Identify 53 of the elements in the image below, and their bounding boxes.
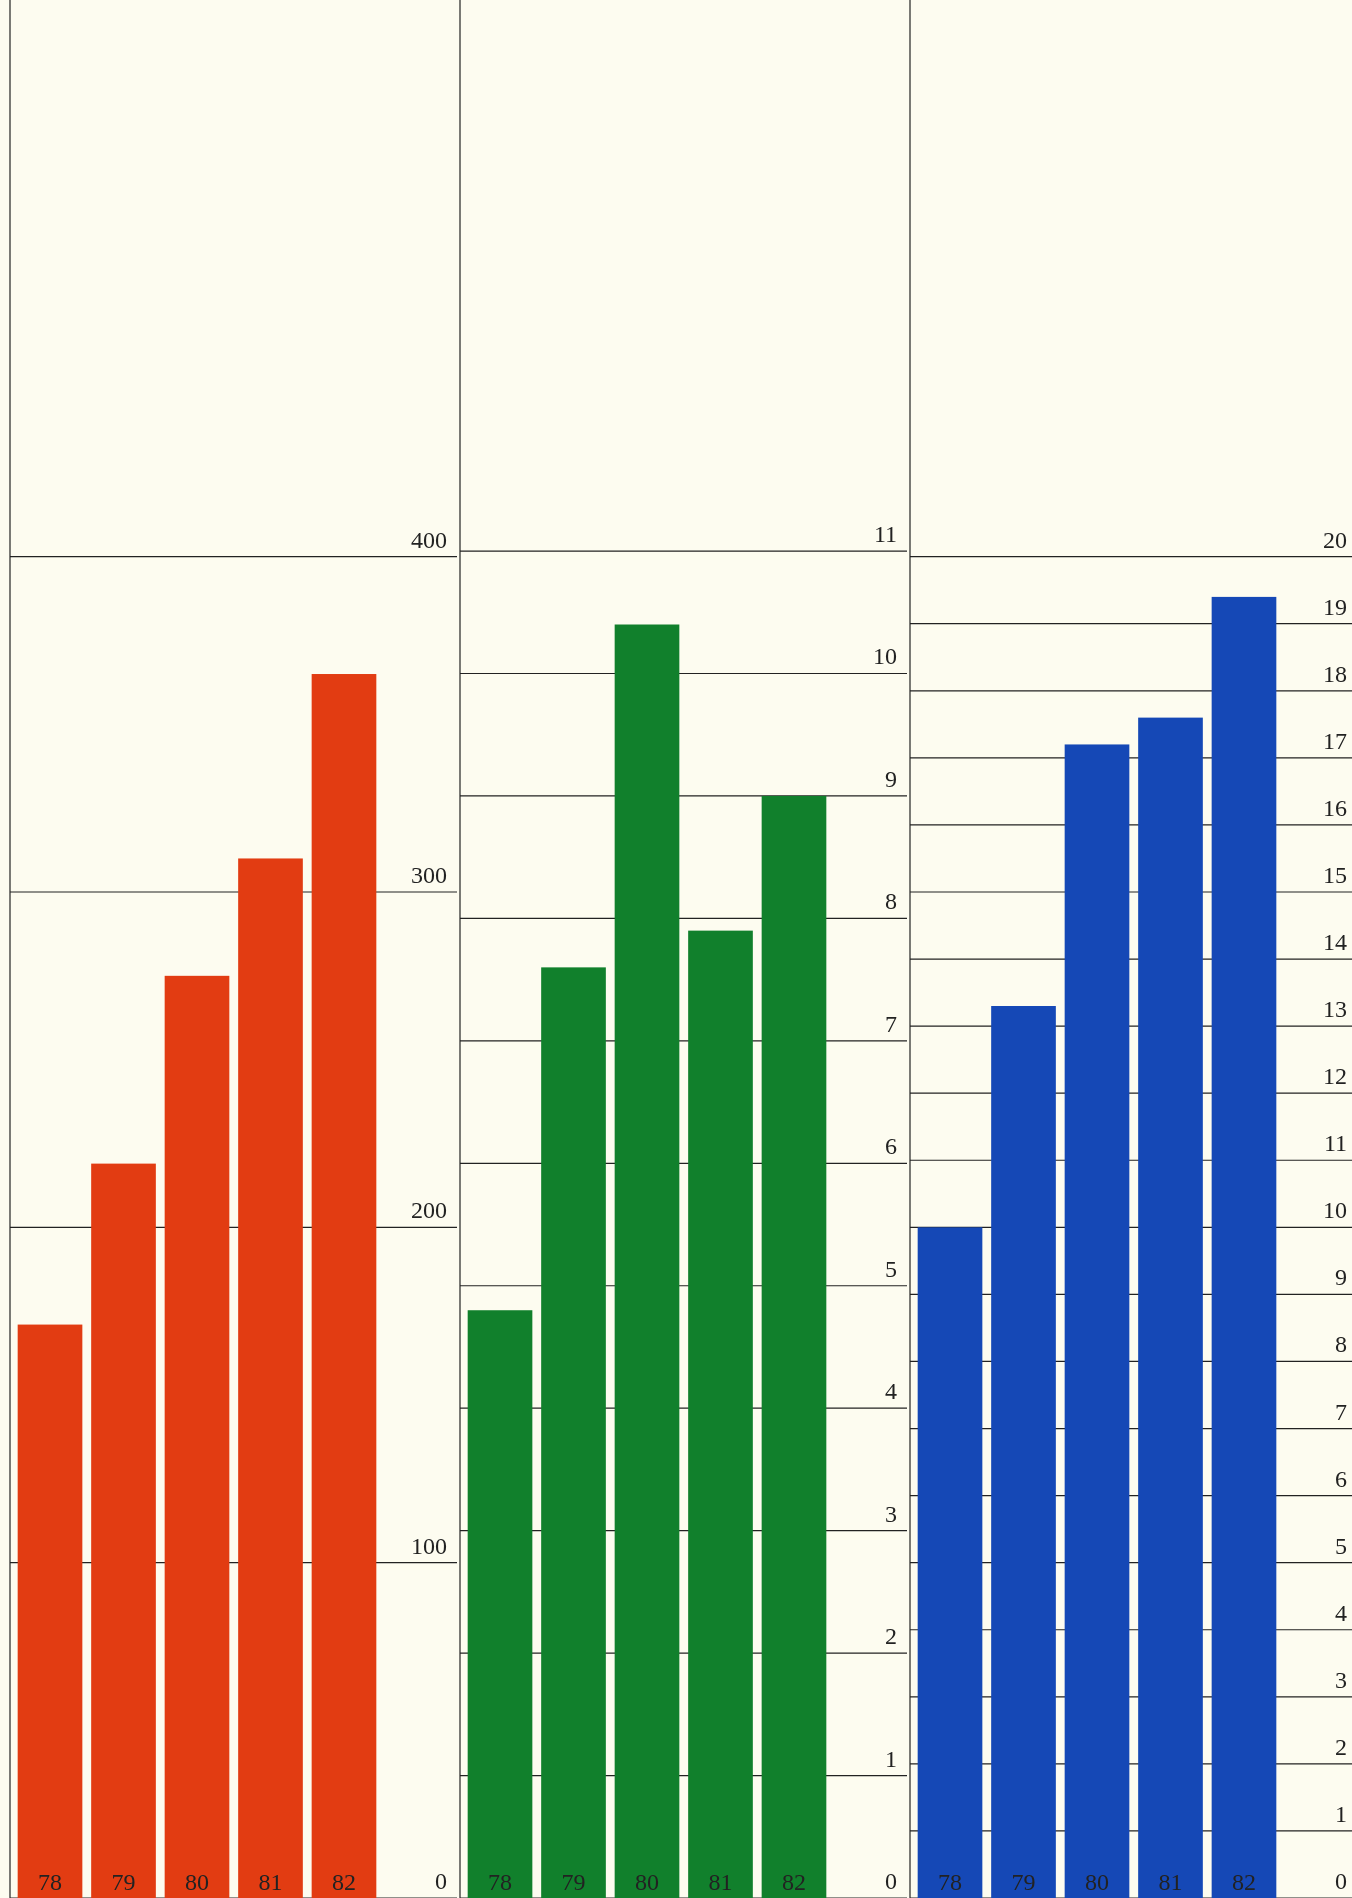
- x-tick-label: 81: [708, 1869, 733, 1895]
- y-tick-label: 16: [1323, 794, 1347, 821]
- x-tick-label: 80: [635, 1869, 659, 1895]
- x-tick-label: 82: [781, 1869, 806, 1895]
- y-tick-label: 18: [1323, 660, 1347, 687]
- x-tick-label: 78: [488, 1869, 513, 1895]
- y-tick-label: 100: [411, 1532, 447, 1559]
- y-tick-label: 10: [873, 643, 897, 670]
- x-tick-label: 81: [1158, 1869, 1183, 1895]
- x-tick-label: 80: [1085, 1869, 1109, 1895]
- y-tick-label: 13: [1323, 996, 1347, 1023]
- y-tick-label: 0: [435, 1868, 447, 1894]
- x-tick-label: 79: [561, 1869, 586, 1895]
- y-tick-label: 11: [1323, 1130, 1347, 1157]
- x-tick-label: 82: [331, 1869, 356, 1895]
- y-tick-label: 20: [1323, 526, 1347, 553]
- y-tick-label: 7: [1335, 1398, 1347, 1425]
- y-tick-label: 4: [1335, 1599, 1347, 1626]
- y-tick-label: 11: [873, 521, 897, 548]
- y-tick-label: 9: [1335, 1264, 1347, 1291]
- y-tick-label: 14: [1323, 929, 1347, 956]
- y-tick-label: 1: [885, 1745, 897, 1772]
- y-tick-label: 6: [1335, 1465, 1347, 1492]
- y-tick-label: 0: [885, 1868, 897, 1894]
- x-tick-label: 80: [185, 1869, 209, 1895]
- y-tick-label: 17: [1323, 727, 1347, 754]
- y-tick-label: 2: [885, 1623, 897, 1650]
- y-tick-label: 15: [1323, 861, 1347, 888]
- y-tick-label: 2: [1335, 1733, 1347, 1760]
- y-tick-label: 300: [411, 861, 447, 888]
- y-tick-label: 5: [885, 1255, 897, 1282]
- y-tick-label: 0: [1335, 1868, 1347, 1894]
- x-tick-label: 78: [938, 1869, 963, 1895]
- y-tick-label: 8: [885, 888, 897, 915]
- y-tick-label: 6: [885, 1133, 897, 1160]
- y-tick-label: 1: [1335, 1800, 1347, 1827]
- x-tick-label: 78: [38, 1869, 63, 1895]
- y-tick-label: 200: [411, 1197, 447, 1224]
- y-tick-label: 3: [885, 1500, 897, 1527]
- y-tick-label: 5: [1335, 1532, 1347, 1559]
- y-tick-label: 12: [1323, 1063, 1347, 1090]
- y-tick-label: 10: [1323, 1197, 1347, 1224]
- y-tick-label: 400: [411, 526, 447, 553]
- x-tick-label: 79: [1011, 1869, 1036, 1895]
- y-tick-label: 3: [1335, 1666, 1347, 1693]
- x-tick-label: 79: [111, 1869, 136, 1895]
- y-tick-label: 7: [885, 1010, 897, 1037]
- y-tick-label: 8: [1335, 1331, 1347, 1358]
- y-tick-label: 19: [1323, 593, 1347, 620]
- x-tick-label: 81: [258, 1869, 283, 1895]
- x-tick-label: 82: [1231, 1869, 1256, 1895]
- y-tick-label: 9: [885, 765, 897, 792]
- y-tick-label: 4: [885, 1378, 897, 1405]
